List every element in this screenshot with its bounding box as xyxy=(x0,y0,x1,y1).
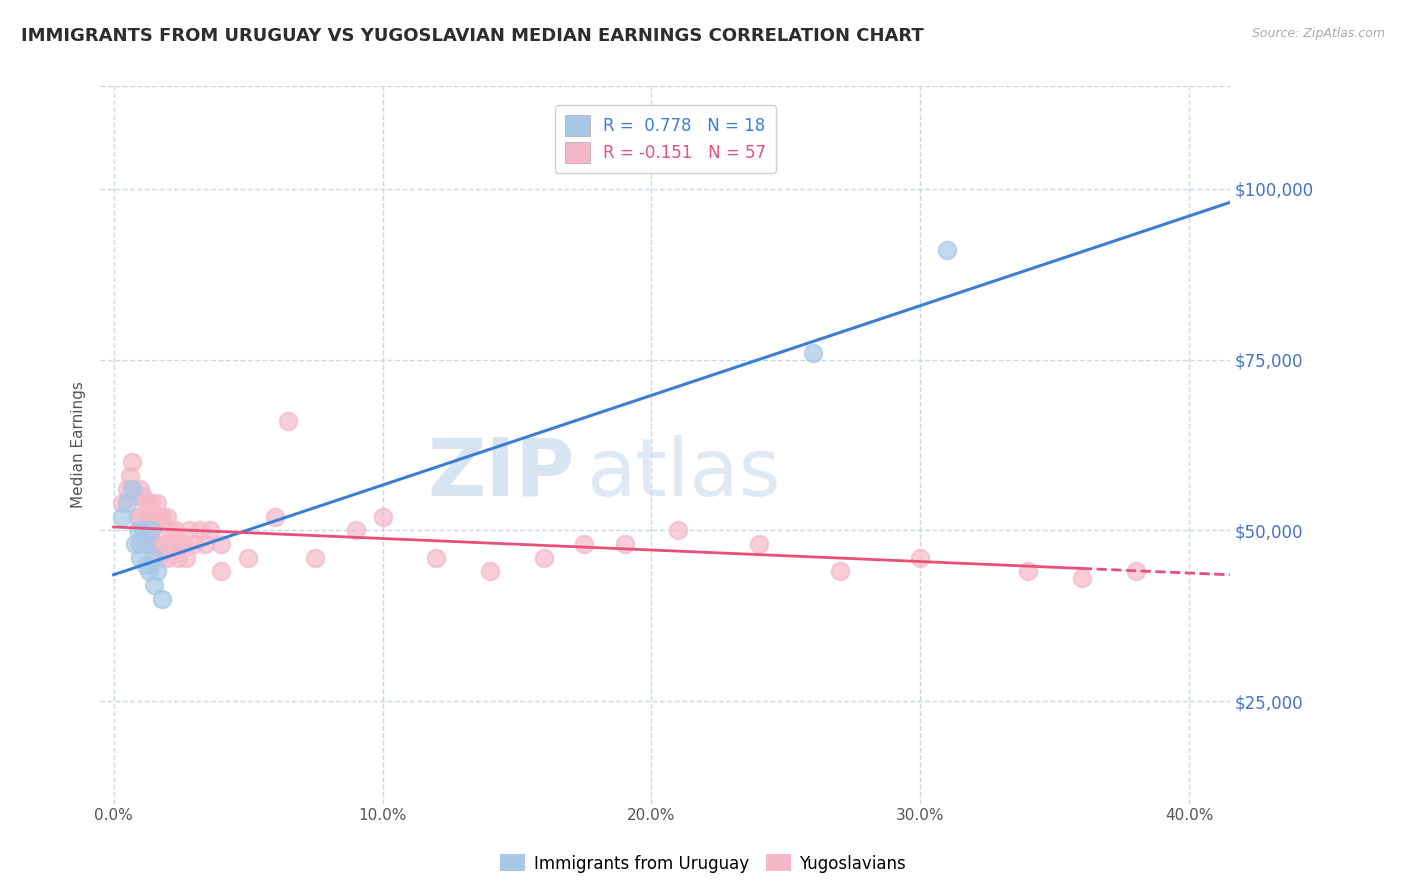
Point xyxy=(156,509,179,524)
Point xyxy=(141,524,163,538)
Point xyxy=(132,489,155,503)
Point xyxy=(748,537,770,551)
Point xyxy=(138,565,160,579)
Point xyxy=(1017,565,1039,579)
Point xyxy=(574,537,596,551)
Point xyxy=(115,496,138,510)
Point xyxy=(124,537,146,551)
Point xyxy=(118,468,141,483)
Point xyxy=(194,537,217,551)
Point xyxy=(167,550,190,565)
Point xyxy=(209,537,232,551)
Point xyxy=(936,244,959,258)
Point xyxy=(127,524,149,538)
Point xyxy=(142,509,165,524)
Point xyxy=(304,550,326,565)
Point xyxy=(132,524,155,538)
Point xyxy=(200,524,222,538)
Point xyxy=(183,537,205,551)
Point xyxy=(173,537,195,551)
Point xyxy=(209,565,232,579)
Point xyxy=(344,524,367,538)
Point xyxy=(828,565,851,579)
Point xyxy=(277,414,299,428)
Point xyxy=(141,524,163,538)
Text: IMMIGRANTS FROM URUGUAY VS YUGOSLAVIAN MEDIAN EARNINGS CORRELATION CHART: IMMIGRANTS FROM URUGUAY VS YUGOSLAVIAN M… xyxy=(21,27,924,45)
Point xyxy=(129,509,152,524)
Point xyxy=(129,537,152,551)
Point xyxy=(148,509,170,524)
Point xyxy=(115,483,138,497)
Point xyxy=(188,524,211,538)
Point xyxy=(145,565,167,579)
Point xyxy=(127,509,149,524)
Point xyxy=(124,489,146,503)
Point xyxy=(150,591,173,606)
Point xyxy=(121,483,143,497)
Point xyxy=(145,496,167,510)
Point xyxy=(156,550,179,565)
Point xyxy=(129,483,152,497)
Point xyxy=(153,537,176,551)
Legend: Immigrants from Uruguay, Yugoslavians: Immigrants from Uruguay, Yugoslavians xyxy=(494,847,912,880)
Point xyxy=(138,537,160,551)
Point xyxy=(138,509,160,524)
Point xyxy=(371,509,394,524)
Point xyxy=(145,537,167,551)
Point xyxy=(135,496,157,510)
Point xyxy=(479,565,502,579)
Point xyxy=(142,550,165,565)
Legend: R =  0.778   N = 18, R = -0.151   N = 57: R = 0.778 N = 18, R = -0.151 N = 57 xyxy=(554,105,776,173)
Point xyxy=(801,345,824,359)
Point xyxy=(666,524,689,538)
Point xyxy=(162,537,184,551)
Point xyxy=(135,537,157,551)
Point xyxy=(111,496,134,510)
Text: atlas: atlas xyxy=(586,434,780,513)
Point xyxy=(236,550,259,565)
Point xyxy=(142,537,165,551)
Point xyxy=(141,496,163,510)
Point xyxy=(1070,571,1092,585)
Text: ZIP: ZIP xyxy=(427,434,575,513)
Point xyxy=(135,558,157,572)
Text: Source: ZipAtlas.com: Source: ZipAtlas.com xyxy=(1251,27,1385,40)
Point xyxy=(1125,565,1147,579)
Point xyxy=(148,550,170,565)
Point xyxy=(129,550,152,565)
Point xyxy=(165,524,187,538)
Point xyxy=(174,550,197,565)
Point xyxy=(425,550,447,565)
Y-axis label: Median Earnings: Median Earnings xyxy=(72,382,86,508)
Point xyxy=(613,537,636,551)
Point xyxy=(121,455,143,469)
Point xyxy=(159,524,181,538)
Point xyxy=(170,537,193,551)
Point xyxy=(910,550,932,565)
Point xyxy=(264,509,287,524)
Point xyxy=(533,550,555,565)
Point xyxy=(135,524,157,538)
Point xyxy=(150,509,173,524)
Point xyxy=(142,578,165,592)
Point xyxy=(111,509,134,524)
Point xyxy=(177,524,200,538)
